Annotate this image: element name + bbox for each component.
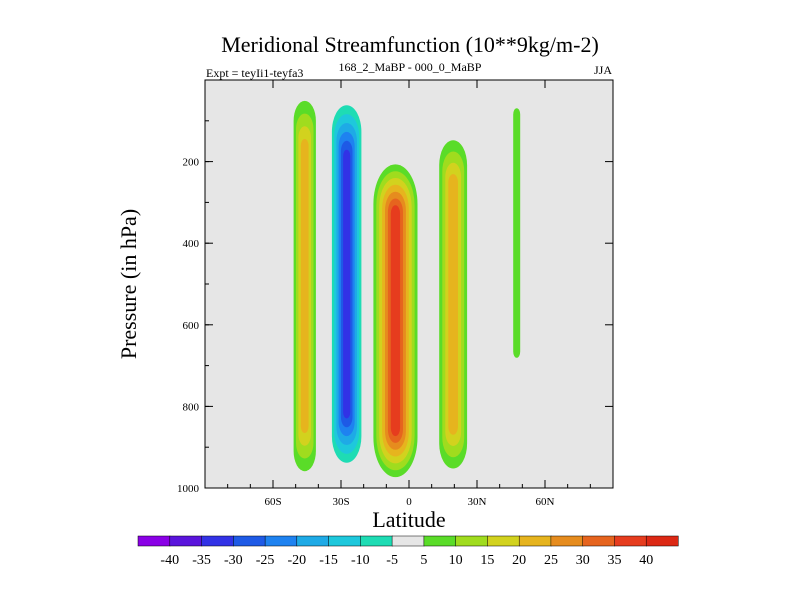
x-axis-label: Latitude [372, 507, 445, 532]
colorbar-label: 40 [639, 553, 653, 568]
colorbar: -40 -35 -30 -25 -20 -15 -10 -5 5 10 15 20 25 30 35 40 [137, 535, 679, 568]
colorbar-swatch [296, 535, 330, 547]
colorbar-label: 30 [576, 553, 590, 568]
x-tick-label: 60N [536, 496, 555, 508]
expt-label: Expt = teyIi1-teyfa3 [206, 66, 303, 80]
contour-band-3-5 [448, 174, 458, 435]
contour-band-4-2 [513, 108, 521, 358]
colorbar-label: -25 [256, 553, 275, 568]
colorbar-swatch [264, 535, 298, 547]
y-tick-label: 600 [183, 320, 200, 332]
colorbar-label: -5 [386, 553, 398, 568]
y-tick-label: 400 [183, 238, 200, 250]
y-axis-label: Pressure (in hPa) [116, 209, 141, 359]
contour-band-2-8 [390, 205, 401, 437]
colorbar-swatch [455, 535, 488, 547]
colorbar-swatch [201, 535, 234, 547]
colorbar-label: -20 [287, 553, 306, 568]
y-tick-label: 800 [183, 401, 200, 413]
colorbar-swatch [391, 535, 425, 547]
colorbar-swatch [582, 535, 616, 547]
chart-title: Meridional Streamfunction (10**9kg/m-2) [221, 32, 599, 57]
colorbar-swatch [423, 535, 457, 547]
colorbar-label: 15 [480, 553, 494, 568]
colorbar-swatch [328, 535, 361, 547]
colorbar-label: -10 [351, 553, 370, 568]
contour-field [291, 88, 573, 484]
contour-band-5-1 [556, 186, 573, 468]
colorbar-label: -35 [192, 553, 211, 568]
colorbar-swatch [614, 535, 647, 547]
colorbar-label: 20 [512, 553, 526, 568]
x-tick-label: 30N [468, 496, 487, 508]
x-axis: 60S 30S 0 30N 60N [227, 80, 591, 508]
x-tick-label: 0 [406, 496, 412, 508]
colorbar-swatch [233, 535, 266, 547]
season-label: JJA [594, 63, 612, 77]
colorbar-swatch [169, 535, 203, 547]
colorbar-label: 5 [420, 553, 427, 568]
colorbar-label: 10 [449, 553, 463, 568]
y-axis: 200 400 600 800 1000 [177, 120, 613, 495]
colorbar-swatch [518, 535, 552, 547]
colorbar-label: -40 [160, 553, 179, 568]
colorbar-swatch [550, 535, 584, 547]
contour-band-1-7 [343, 149, 351, 419]
colorbar-swatch [360, 535, 393, 547]
y-tick-label: 1000 [177, 483, 200, 495]
period-label: 168_2_MaBP - 000_0_MaBP [339, 60, 482, 74]
colorbar-swatch [487, 535, 520, 547]
colorbar-swatch [645, 535, 679, 547]
x-tick-label: 30S [332, 496, 349, 508]
contour-band-0-5 [300, 139, 309, 433]
colorbar-swatch [137, 535, 171, 547]
colorbar-label: 35 [607, 553, 621, 568]
colorbar-label: 25 [544, 553, 558, 568]
colorbar-label: -15 [319, 553, 338, 568]
x-tick-label: 60S [264, 496, 281, 508]
y-tick-label: 200 [183, 157, 200, 169]
colorbar-label: -30 [224, 553, 243, 568]
